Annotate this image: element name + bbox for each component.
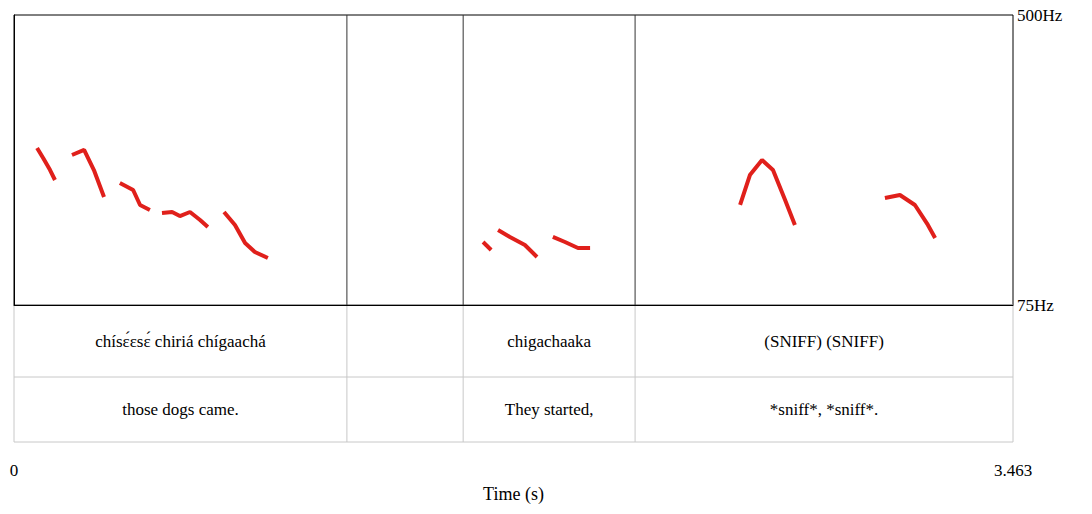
svg-text:They started,: They started,: [505, 400, 594, 419]
svg-text:Time (s): Time (s): [483, 484, 544, 505]
svg-text:*sniff*, *sniff*.: *sniff*, *sniff*.: [770, 400, 878, 419]
svg-text:500Hz: 500Hz: [1017, 6, 1063, 25]
svg-text:0: 0: [10, 461, 19, 480]
svg-text:75Hz: 75Hz: [1017, 296, 1054, 315]
svg-text:chísɛ́ɛsɛ́ chiriá chígaachá: chísɛ́ɛsɛ́ chiriá chígaachá: [95, 331, 266, 351]
svg-text:(SNIFF) (SNIFF): (SNIFF) (SNIFF): [764, 332, 884, 351]
svg-text:chigachaaka: chigachaaka: [507, 332, 591, 351]
svg-text:those dogs came.: those dogs came.: [122, 400, 239, 419]
svg-text:3.463: 3.463: [994, 461, 1032, 480]
